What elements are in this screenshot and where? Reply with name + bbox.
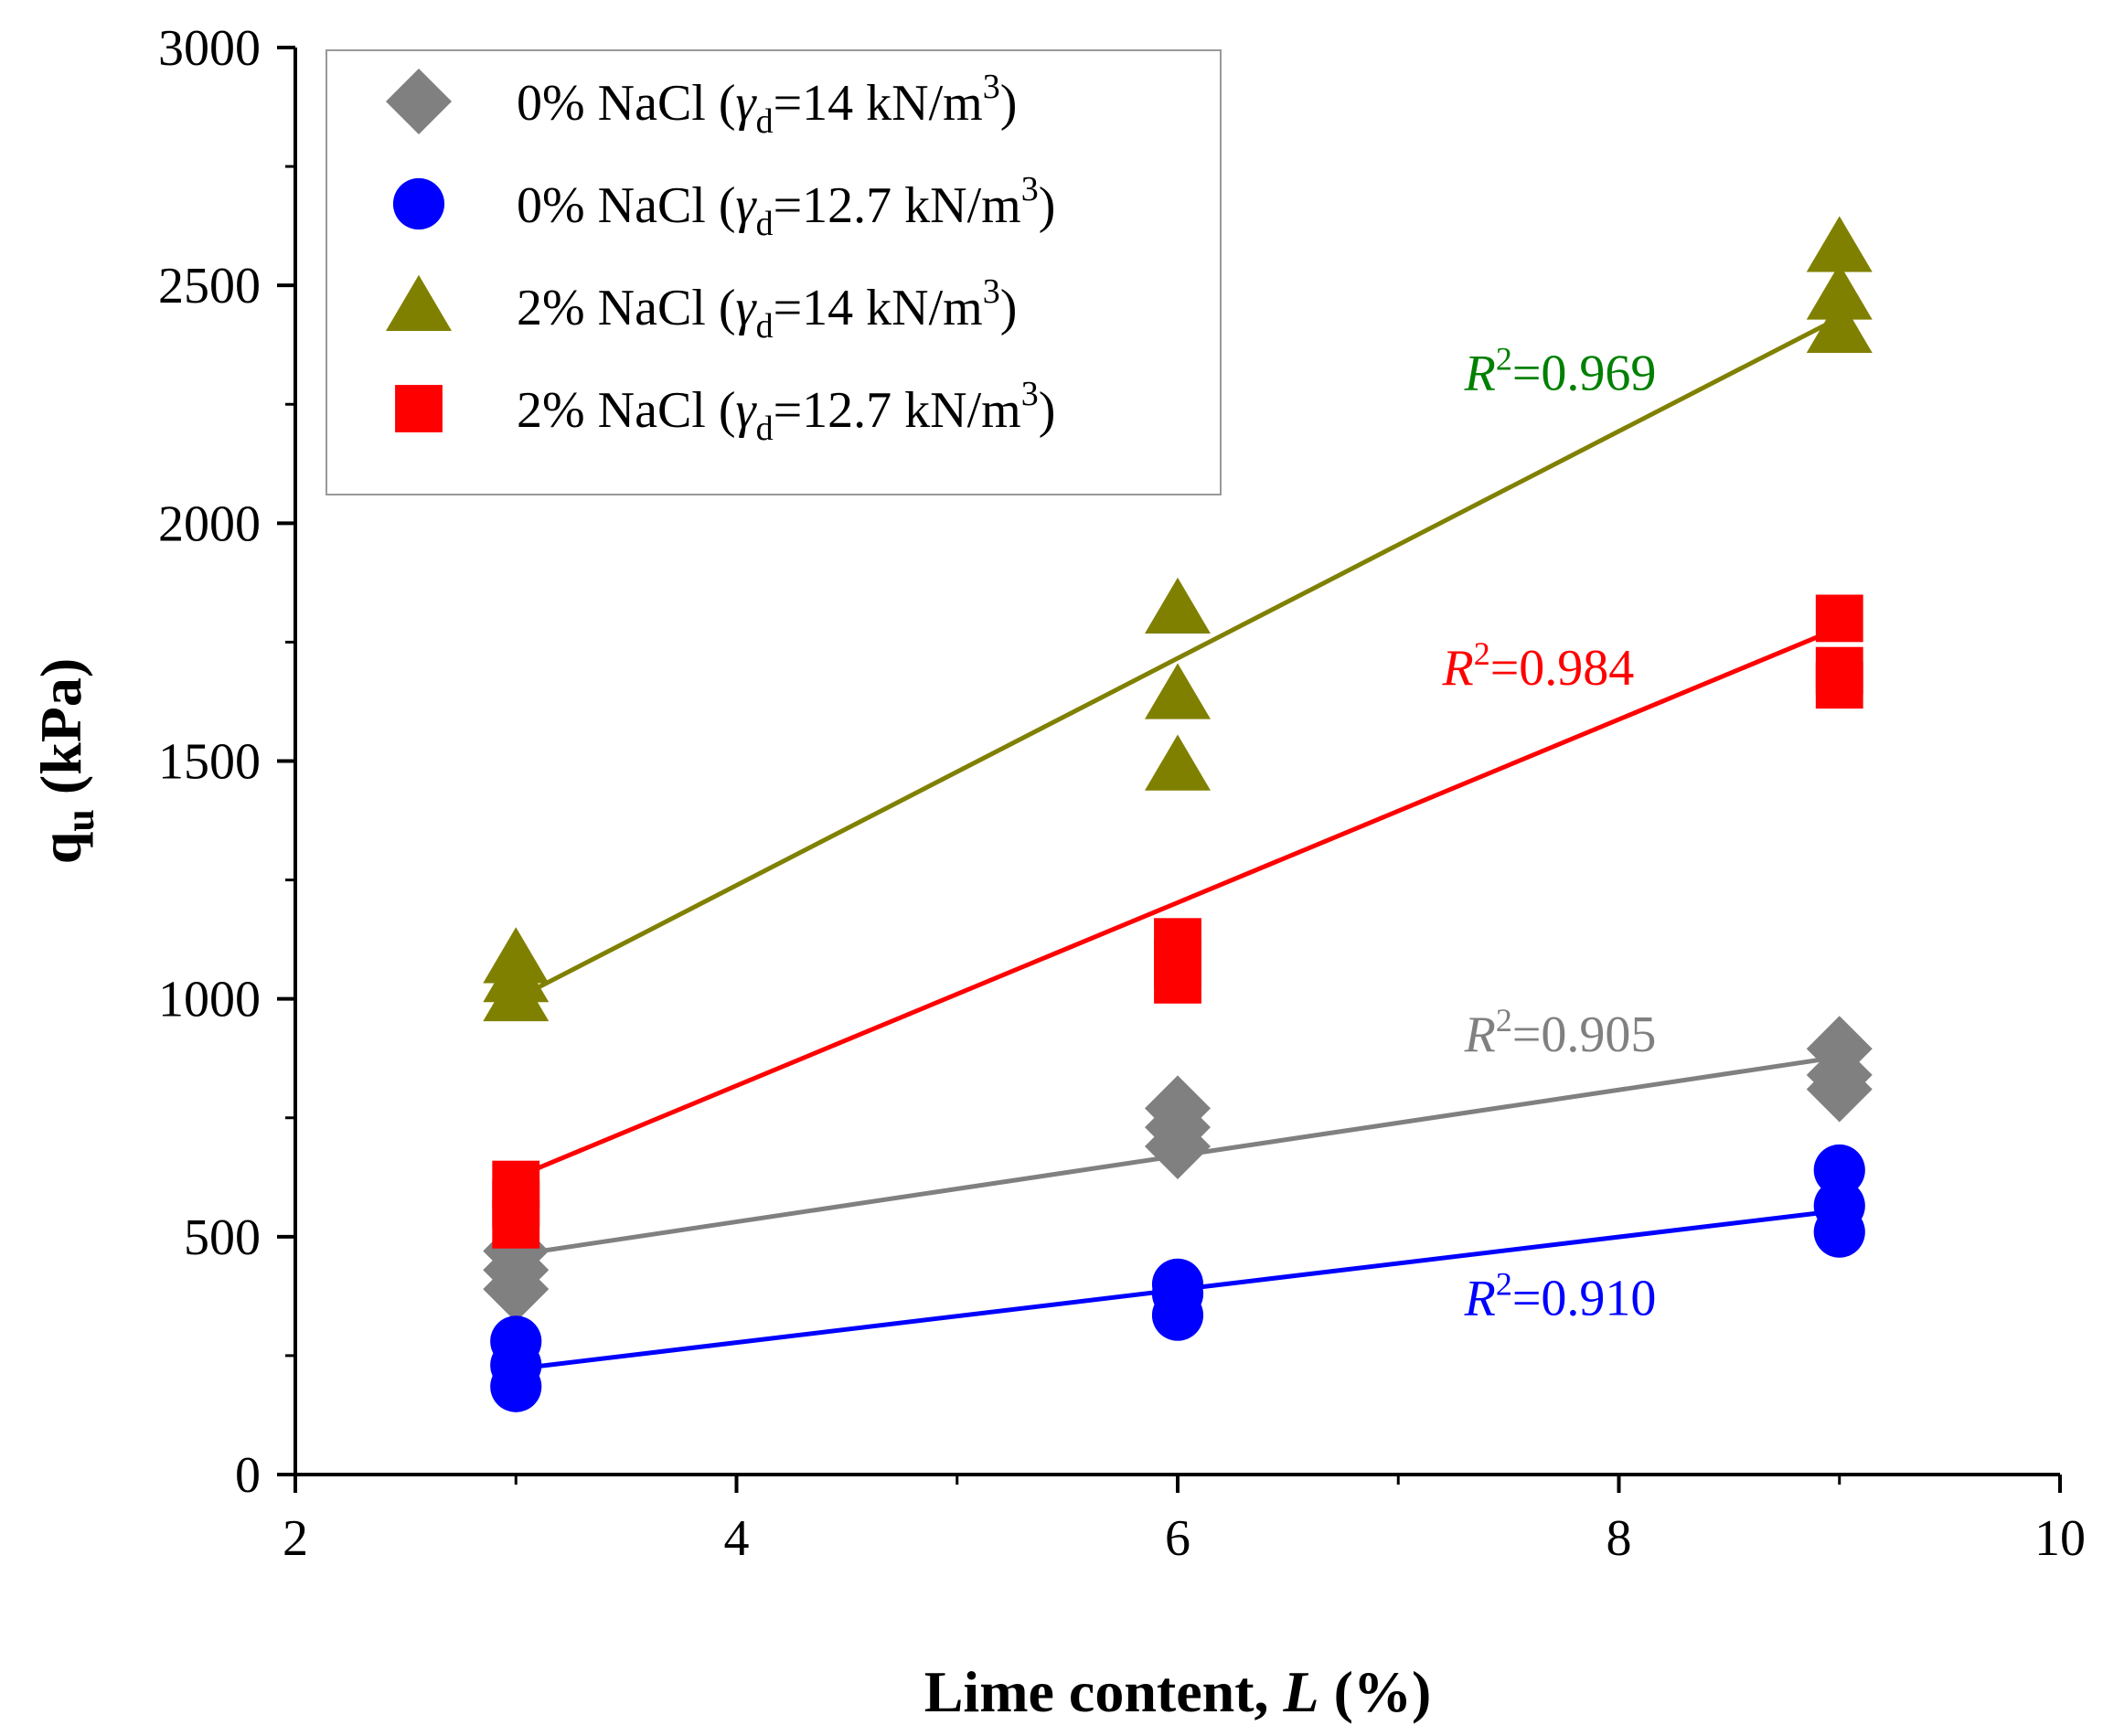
x-tick-label: 10 — [2034, 1510, 2086, 1567]
x-tick-label: 2 — [283, 1510, 308, 1567]
data-point-circle — [1813, 1144, 1865, 1197]
legend-text-part: =14 kN/m — [774, 280, 983, 336]
legend-box — [326, 49, 1222, 495]
legend-label-4: 2% NaCl (γd=12.7 kN/m3) — [517, 375, 1055, 448]
data-point-triangle — [1145, 734, 1211, 791]
legend-subscript: d — [756, 307, 774, 346]
y-axis-title: qu (kPa) — [28, 658, 102, 864]
legend-gamma: γ — [736, 382, 758, 439]
legend-text-part: ) — [1000, 75, 1018, 132]
r2-label-2: R2=0.910 — [1464, 1266, 1657, 1327]
legend-text-part: =12.7 kN/m — [774, 177, 1021, 234]
x-tick-label: 8 — [1607, 1510, 1632, 1567]
x-axis-title-main: Lime content, — [924, 1659, 1284, 1724]
data-point-circle — [1813, 1206, 1865, 1258]
y-tick-label: 0 — [235, 1447, 261, 1504]
x-axis-title: Lime content, L (%) — [924, 1659, 1432, 1724]
r2-value: =0.969 — [1512, 346, 1657, 402]
legend-marker-circle — [392, 177, 445, 230]
legend-marker-triangle — [386, 274, 452, 331]
data-point-diamond — [1806, 1056, 1873, 1123]
x-axis-title-variable: L — [1283, 1659, 1319, 1724]
data-point-triangle — [483, 964, 550, 1022]
y-tick-label: 3000 — [158, 20, 261, 77]
legend-label-3: 2% NaCl (γd=14 kN/m3) — [517, 272, 1017, 346]
legend-superscript: 3 — [983, 68, 1000, 106]
r2-label-4: R2=0.984 — [1442, 635, 1635, 697]
r2-superscript: 2 — [1474, 635, 1490, 672]
data-markers — [483, 216, 1873, 1412]
r2-symbol: R — [1442, 640, 1474, 697]
legend: 0% NaCl (γd=14 kN/m3)0% NaCl (γd=12.7 kN… — [326, 49, 1222, 495]
y-axis-title-unit: (kPa) — [28, 658, 93, 809]
legend-subscript: d — [756, 410, 774, 448]
y-axis-title-main: q — [28, 832, 93, 865]
y-tick-label: 1500 — [158, 734, 261, 791]
data-point-triangle — [1145, 663, 1211, 719]
x-tick-label: 4 — [724, 1510, 750, 1567]
legend-marker-diamond — [386, 69, 452, 134]
axes: 0 500 1000 1500 2000 2500 3000 2 4 6 8 10 — [158, 20, 2086, 1567]
legend-text-part: 0% NaCl ( — [517, 177, 736, 234]
data-point-triangle — [1806, 216, 1873, 272]
data-point-triangle — [1145, 577, 1211, 634]
data-point-square — [1815, 661, 1863, 709]
data-point-circle — [490, 1360, 542, 1412]
r2-value: =0.984 — [1490, 640, 1635, 697]
axis-titles: Lime content, L (%) qu (kPa) — [28, 658, 1431, 1724]
legend-gamma: γ — [736, 177, 758, 234]
data-point-triangle — [1806, 263, 1873, 320]
r2-value: =0.910 — [1512, 1271, 1657, 1327]
legend-subscript: d — [756, 205, 774, 243]
legend-marker-square — [395, 385, 443, 432]
r2-value: =0.905 — [1512, 1006, 1657, 1063]
x-axis-title-unit: (%) — [1319, 1659, 1432, 1724]
r2-superscript: 2 — [1496, 1002, 1512, 1038]
legend-subscript: d — [756, 102, 774, 141]
legend-superscript: 3 — [1021, 170, 1039, 208]
fit-line-4 — [515, 625, 1841, 1180]
y-tick-label: 1000 — [158, 972, 261, 1028]
legend-superscript: 3 — [1021, 375, 1039, 413]
data-point-circle — [1151, 1289, 1204, 1341]
legend-text-part: 2% NaCl ( — [517, 280, 736, 336]
legend-superscript: 3 — [983, 272, 1000, 311]
fit-line-3 — [515, 315, 1841, 1001]
legend-text-part: =14 kN/m — [774, 75, 983, 132]
r2-symbol: R — [1464, 1271, 1496, 1327]
r2-symbol: R — [1464, 1006, 1496, 1063]
x-tick-label: 6 — [1165, 1510, 1190, 1567]
r2-superscript: 2 — [1496, 341, 1512, 378]
legend-text-part: 2% NaCl ( — [517, 382, 736, 439]
r2-superscript: 2 — [1496, 1266, 1512, 1303]
r2-label-3: R2=0.969 — [1464, 341, 1657, 402]
y-tick-label: 2500 — [158, 258, 261, 314]
legend-label-2: 0% NaCl (γd=12.7 kN/m3) — [517, 170, 1055, 243]
legend-gamma: γ — [736, 75, 758, 132]
data-point-triangle — [1806, 296, 1873, 353]
legend-text-part: 0% NaCl ( — [517, 75, 736, 132]
legend-text-part: ) — [1000, 280, 1018, 336]
data-point-diamond — [483, 1256, 550, 1323]
y-axis-title-subscript: u — [58, 809, 102, 831]
legend-label-1: 0% NaCl (γd=14 kN/m3) — [517, 68, 1017, 141]
data-point-square — [492, 1200, 540, 1249]
r2-label-1: R2=0.905 — [1464, 1002, 1657, 1063]
legend-text-part: =12.7 kN/m — [774, 382, 1021, 439]
y-tick-label: 500 — [184, 1209, 261, 1266]
legend-gamma: γ — [736, 280, 758, 336]
legend-text-part: ) — [1039, 177, 1056, 234]
data-point-square — [1154, 955, 1201, 1004]
data-point-square — [1815, 594, 1863, 643]
r2-symbol: R — [1464, 346, 1496, 402]
y-tick-label: 2000 — [158, 495, 261, 552]
legend-text-part: ) — [1039, 382, 1056, 439]
data-point-diamond — [1145, 1113, 1211, 1179]
